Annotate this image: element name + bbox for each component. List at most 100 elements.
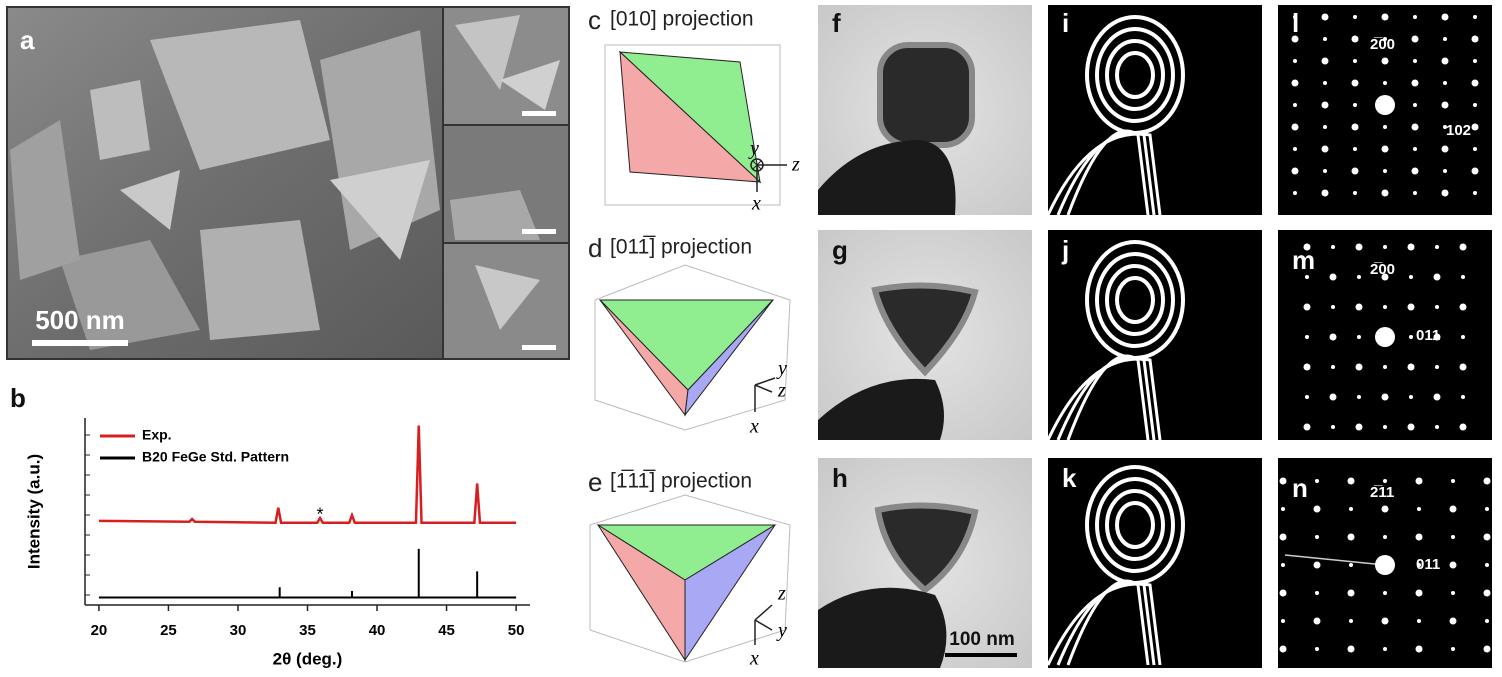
diffraction-spot xyxy=(1472,80,1479,87)
diffraction-spot xyxy=(1292,80,1299,87)
panel-label: d xyxy=(588,233,602,263)
diffraction-spot xyxy=(1375,327,1395,347)
diffraction-spot xyxy=(1450,562,1457,569)
diffraction-label: 011 xyxy=(1416,327,1440,344)
diffraction-spot xyxy=(1356,304,1363,311)
diffraction-spot xyxy=(1382,618,1389,625)
diffraction-label: 2̅00 xyxy=(1370,36,1395,53)
legend-label: Exp. xyxy=(142,427,172,443)
panel-label: e xyxy=(588,467,602,497)
diffraction-spot xyxy=(1293,191,1297,195)
diffraction-spot xyxy=(1280,590,1287,597)
diffraction-spot xyxy=(1460,424,1467,431)
diffraction-spot xyxy=(1383,305,1387,309)
axis-letter: z xyxy=(777,583,786,605)
panel-label: l xyxy=(1292,8,1299,38)
diffraction-spot xyxy=(1473,103,1477,107)
diffraction-label: 2̅11 xyxy=(1370,484,1394,501)
diffraction-spot xyxy=(1473,59,1477,63)
axis-letter: y xyxy=(776,620,787,642)
diffraction-spot xyxy=(1315,535,1319,539)
diffraction-spot xyxy=(1442,102,1449,109)
diffraction-spot xyxy=(1322,190,1329,197)
diffraction-spot xyxy=(1305,395,1309,399)
diffraction-spot xyxy=(1330,394,1337,401)
diffraction-spot xyxy=(1383,365,1387,369)
projection-label: [1̅11̅] projection xyxy=(610,470,752,493)
diffraction-spot xyxy=(1314,562,1321,569)
diffraction-spot xyxy=(1451,535,1455,539)
diffraction-spot xyxy=(1409,335,1413,339)
diffraction-spot xyxy=(1331,245,1335,249)
diffraction-spot xyxy=(1348,534,1355,541)
diffraction-spot xyxy=(1349,619,1353,623)
x-tick-label: 20 xyxy=(91,622,108,639)
projection-label: [011̅] projection xyxy=(610,236,752,259)
scale-bar-label: 500 nm xyxy=(35,305,125,335)
diffraction-spot xyxy=(1382,506,1389,513)
diffraction-spot xyxy=(1314,506,1321,513)
diffraction-spot xyxy=(1442,146,1449,153)
diffraction-spot xyxy=(1304,424,1311,431)
diffraction-spot xyxy=(1435,425,1439,429)
diffraction-spot xyxy=(1281,507,1285,511)
holography-images xyxy=(1048,5,1262,668)
diffraction-spot xyxy=(1451,647,1455,651)
diffraction-spot xyxy=(1460,304,1467,311)
diffraction-spot xyxy=(1473,191,1477,195)
diffraction-spot xyxy=(1450,506,1457,513)
diffraction-label: 011 xyxy=(1416,556,1440,573)
diffraction-spot xyxy=(1356,364,1363,371)
diffraction-spot xyxy=(1357,335,1361,339)
diffraction-spot xyxy=(1348,646,1355,653)
diffraction-spot xyxy=(1382,190,1389,197)
figure: a 500 nm b 202530354045502θ (deg.)Intens… xyxy=(0,0,1502,672)
diffraction-spot xyxy=(1416,646,1423,653)
diffraction-spot xyxy=(1375,555,1395,575)
diffraction-spot xyxy=(1383,647,1387,651)
diffraction-spot xyxy=(1413,103,1417,107)
diffraction-spot xyxy=(1417,507,1421,511)
panel-label: a xyxy=(20,25,35,55)
x-tick-label: 30 xyxy=(230,622,247,639)
diffraction-spot xyxy=(1305,335,1309,339)
diffraction-spot xyxy=(1280,478,1287,485)
diffraction-spot xyxy=(1461,335,1465,339)
x-tick-label: 45 xyxy=(438,622,455,639)
diffraction-spot xyxy=(1323,81,1327,85)
diffraction-spot xyxy=(1443,81,1447,85)
axis-letter: x xyxy=(749,416,759,438)
diffraction-spot xyxy=(1322,102,1329,109)
axis-letter: y xyxy=(748,138,759,160)
diffraction-spot xyxy=(1353,191,1357,195)
diffraction-spot xyxy=(1461,395,1465,399)
diffraction-spot xyxy=(1353,147,1357,151)
diffraction-spot xyxy=(1484,590,1491,597)
diffraction-spot xyxy=(1435,245,1439,249)
diffraction-spot xyxy=(1408,304,1415,311)
diffraction-spot xyxy=(1484,646,1491,653)
diffraction-spot xyxy=(1314,618,1321,625)
crystal-diagram xyxy=(590,45,790,662)
diffraction-spot xyxy=(1293,147,1297,151)
diffraction-spot xyxy=(1383,169,1387,173)
diffraction-spot xyxy=(1435,365,1439,369)
diffraction-spot xyxy=(1412,124,1419,131)
diffraction-spot xyxy=(1281,563,1285,567)
diffraction-spot xyxy=(1352,36,1359,43)
panel-label: m xyxy=(1292,245,1315,275)
diffraction-spot xyxy=(1383,425,1387,429)
diffraction-spot xyxy=(1383,81,1387,85)
diffraction-spot xyxy=(1357,275,1361,279)
diffraction-spot xyxy=(1412,80,1419,87)
diffraction-spot xyxy=(1383,125,1387,129)
diffraction-spot xyxy=(1353,59,1357,63)
diffraction-spot xyxy=(1382,14,1389,21)
diffraction-spot xyxy=(1413,191,1417,195)
diffraction-spot xyxy=(1408,424,1415,431)
y-axis-label: Intensity (a.u.) xyxy=(24,454,43,569)
diffraction-spot xyxy=(1353,15,1357,19)
diffraction-spot xyxy=(1413,15,1417,19)
diffraction-label: 102 xyxy=(1446,122,1471,139)
